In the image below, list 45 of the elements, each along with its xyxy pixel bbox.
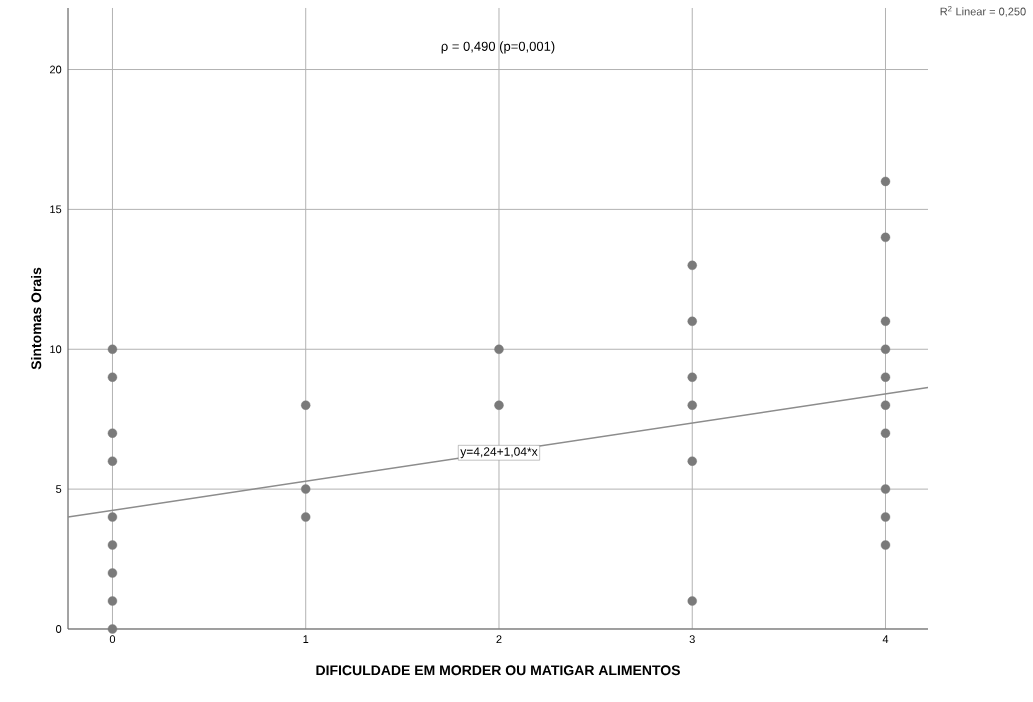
point (880, 372, 891, 382)
y-axis-title: Sintomas Orais (30, 267, 42, 370)
x-tick-label: 4 (882, 635, 889, 643)
point (880, 540, 891, 550)
point (880, 316, 891, 326)
point (301, 400, 311, 410)
point (107, 540, 118, 550)
x-tick-label: 2 (496, 635, 502, 643)
x-tick-label: 1 (303, 635, 309, 643)
point (880, 484, 891, 494)
annotation: ρ = 0,490 (p=0,001) (441, 41, 555, 54)
point (880, 344, 891, 354)
point (880, 512, 891, 522)
point (880, 428, 891, 438)
point (687, 456, 697, 466)
y-tick-label: 5 (56, 485, 62, 493)
point (880, 232, 891, 243)
point (687, 400, 697, 410)
x-axis-title: DIFICULDADE EM MORDER OU MATIGAR ALIMENTOS (316, 665, 680, 676)
annotation: y=4,24+1,04*x (460, 447, 538, 459)
point (107, 372, 118, 382)
y-tick-label: 20 (49, 65, 62, 74)
point (687, 260, 697, 271)
y-tick-label: 10 (50, 345, 62, 354)
point (687, 316, 697, 326)
point (301, 512, 311, 522)
y-tick-label: 0 (56, 625, 62, 633)
y-tick-label: 15 (50, 205, 62, 214)
point (107, 512, 118, 522)
point (107, 344, 118, 354)
point (107, 596, 118, 606)
point (687, 596, 697, 606)
point (494, 344, 504, 354)
point (107, 456, 118, 466)
point (687, 372, 697, 382)
point (107, 428, 118, 438)
x-tick-label: 0 (109, 635, 116, 644)
point (880, 176, 891, 187)
point (494, 400, 504, 410)
text: R$^{2}$ Linear = 0,250 (940, 5, 1026, 17)
point (301, 484, 311, 494)
point (880, 400, 891, 410)
x-tick-label: 3 (689, 635, 695, 644)
point (107, 568, 118, 578)
point (107, 624, 118, 634)
